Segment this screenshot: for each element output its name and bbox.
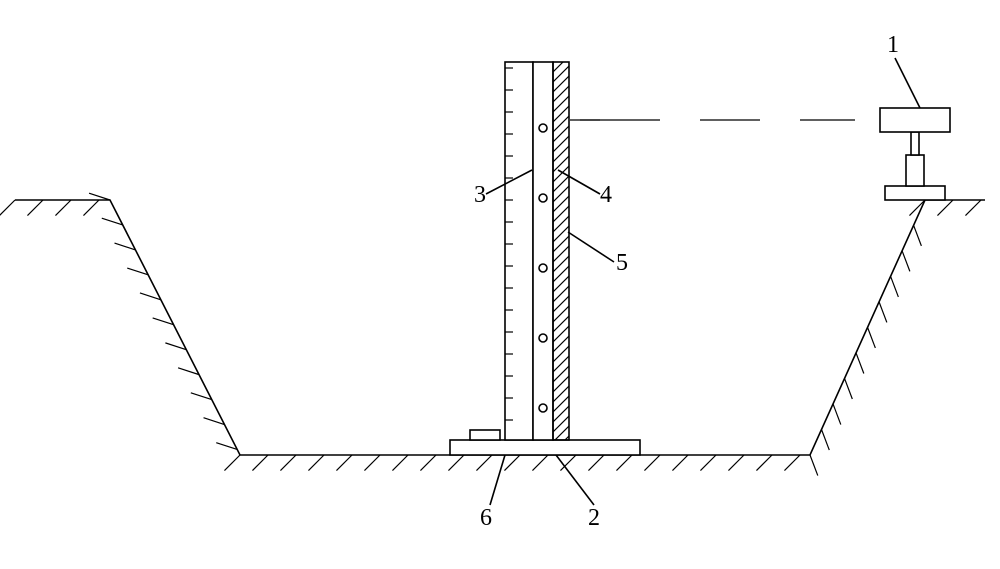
label-2: 2 — [588, 505, 600, 531]
base-plate — [450, 440, 640, 455]
leader-6 — [490, 455, 505, 505]
label-5: 5 — [616, 250, 628, 276]
leveling-ruler — [505, 62, 533, 440]
label-4: 4 — [600, 182, 612, 208]
leader-1 — [895, 58, 920, 108]
label-3: 3 — [474, 182, 486, 208]
prism-block — [470, 430, 500, 440]
surveying-instrument — [880, 108, 950, 200]
leader-2 — [556, 455, 594, 505]
hatched-tube — [553, 46, 569, 462]
leader-5 — [568, 232, 614, 262]
label-6: 6 — [480, 505, 492, 531]
label-1: 1 — [887, 32, 899, 58]
perforated-tube — [533, 62, 553, 440]
